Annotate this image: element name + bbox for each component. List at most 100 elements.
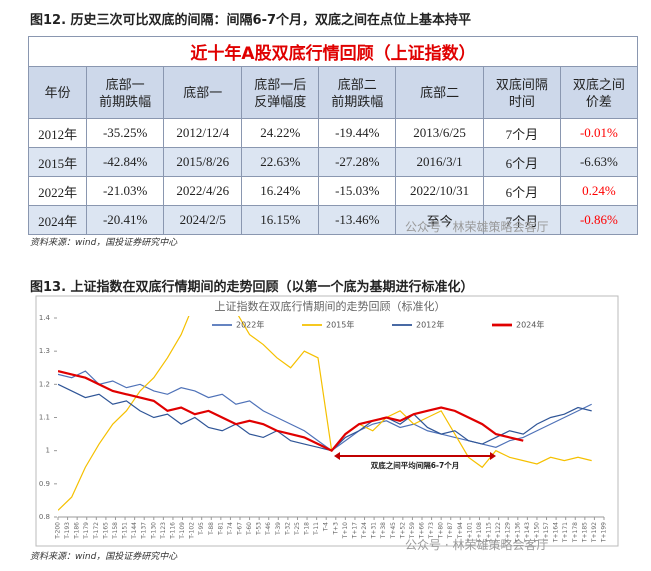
x-tick-label: T+129: [505, 522, 512, 543]
cell: -6.63%: [559, 147, 639, 177]
x-tick-label: T-165: [102, 522, 109, 540]
header-text: 时间: [508, 93, 535, 109]
header-cell: 双底之间 价差: [559, 66, 639, 119]
header-cell: 底部一: [163, 66, 243, 119]
header-text: 底部一: [183, 85, 223, 100]
row: 2024年 -20.41% 2024/2/5 16.15% -13.46% 至今 7个月 -0…: [27, 205, 639, 235]
cell: -0.01%: [559, 118, 639, 148]
x-tick-label: T-137: [141, 522, 148, 540]
watermark: 公众号 · 林荣雄策略会客厅: [405, 220, 549, 234]
cell: -27.28%: [318, 147, 397, 177]
series-line: [58, 383, 592, 452]
x-tick-label: T-130: [150, 522, 157, 540]
cell: 2024年: [27, 205, 88, 235]
x-tick-label: T-186: [74, 522, 81, 540]
y-tick-label: 1.3: [39, 347, 50, 355]
x-tick-label: T-158: [112, 522, 119, 540]
figure-title: 图12. 历史三次可比双底的间隔：间隔6-7个月，双底之间在点位上基本持平: [30, 13, 472, 28]
y-tick-label: 0.9: [39, 480, 50, 488]
header-text: 底部一后: [254, 76, 307, 92]
x-tick-label: T-102: [189, 522, 196, 540]
header-cell: 年份: [27, 66, 88, 119]
cell: 22.63%: [241, 147, 320, 177]
cell: 7个月: [482, 205, 561, 235]
x-tick-label: T+122: [495, 522, 502, 543]
cell: 24.22%: [241, 118, 320, 148]
cell: 16.15%: [241, 205, 320, 235]
cell: -20.41%: [86, 205, 165, 235]
x-tick-label: T-172: [93, 522, 100, 540]
x-tick-label: T+115: [486, 522, 493, 543]
x-tick-label: T+59: [409, 522, 416, 540]
table-title: 近十年A股双底行情回顾（上证指数）: [28, 36, 638, 67]
x-tick-label: T-151: [122, 522, 129, 540]
x-tick-label: T-74: [227, 522, 234, 536]
x-tick-label: T+199: [601, 522, 608, 543]
x-tick-label: T+192: [591, 522, 598, 543]
x-tick-label: T+150: [533, 522, 540, 543]
x-tick-label: T+171: [562, 522, 569, 543]
cell: 6个月: [482, 176, 561, 206]
legend-label: 2024年: [516, 320, 544, 330]
cell: 7个月: [482, 118, 561, 148]
cell: 2016/3/1: [395, 147, 484, 177]
x-tick-label: T-60: [246, 522, 253, 536]
cell: 2012/12/4: [163, 118, 243, 148]
x-tick-label: T+24: [361, 522, 368, 540]
x-tick-label: T+38: [380, 522, 387, 540]
cell: 2015/8/26: [163, 147, 243, 177]
y-tick-label: 1: [46, 447, 50, 455]
series-line: [58, 370, 592, 452]
x-tick-label: T+178: [572, 522, 579, 543]
x-tick-label: T+94: [457, 522, 464, 540]
y-tick-label: 1.4: [39, 314, 51, 322]
header-text: 底部一: [105, 76, 145, 92]
x-tick-label: T+80: [438, 522, 445, 540]
x-tick-label: T-193: [64, 522, 71, 540]
row: 2022年 -21.03% 2022/4/26 16.24% -15.03% 2022/1…: [27, 176, 639, 206]
x-tick-label: T+73: [428, 522, 435, 540]
x-tick-label: T-4: [323, 522, 330, 532]
cell: -13.46%: [318, 205, 397, 235]
x-tick-label: T-39: [275, 522, 282, 536]
x-tick-label: T+87: [447, 522, 454, 540]
cell: -15.03%: [318, 176, 397, 206]
header-text: 底部二: [337, 76, 377, 92]
chart-title: 上证指数在双底行情期间的走势回顾（标准化）: [215, 299, 446, 313]
row: 2015年 -42.84% 2015/8/26 22.63% -27.28% 2016/3…: [27, 147, 639, 177]
x-tick-label: T-88: [208, 522, 215, 536]
watermark: 公众号 · 林荣雄策略会客厅: [405, 538, 549, 552]
x-tick-label: T+108: [476, 522, 483, 543]
x-tick-label: T+45: [390, 522, 397, 540]
header-text: 前期跌幅: [99, 93, 152, 109]
cell: 16.24%: [241, 176, 320, 206]
x-tick-label: T-11: [313, 522, 320, 536]
cell: 6个月: [482, 147, 561, 177]
cell: -0.86%: [559, 205, 639, 235]
x-tick-label: T+17: [351, 522, 358, 540]
series-line: [58, 369, 524, 453]
header-text: 双底间隔: [495, 76, 548, 92]
x-tick-label: T+66: [419, 522, 426, 540]
legend-label: 2022年: [236, 320, 264, 330]
x-tick-label: T+52: [399, 522, 406, 540]
header-cell: 底部一后 反弹幅度: [241, 66, 320, 119]
x-tick-label: T+136: [514, 522, 521, 543]
cell: 2022年: [27, 176, 88, 206]
x-tick-label: T+10: [342, 522, 349, 540]
x-tick-label: T+101: [466, 522, 473, 543]
source: 资料来源：wind，国投证券研究中心: [30, 552, 178, 562]
figure-title: 图13. 上证指数在双底行情期间的走势回顾（以第一个底为基期进行标准化）: [30, 280, 474, 295]
y-tick-label: 0.8: [39, 513, 50, 521]
header-text: 前期跌幅: [331, 93, 384, 109]
x-tick-label: T+31: [371, 522, 378, 540]
x-tick-label: T-123: [160, 522, 167, 540]
cell: 2024/2/5: [163, 205, 243, 235]
x-tick-label: T-32: [284, 522, 291, 536]
annotation: 双底之间平均间隔6-7个月: [371, 460, 460, 470]
x-tick-label: T-25: [294, 522, 301, 536]
legend-label: 2012年: [416, 320, 444, 330]
x-tick-label: T-46: [265, 522, 272, 536]
